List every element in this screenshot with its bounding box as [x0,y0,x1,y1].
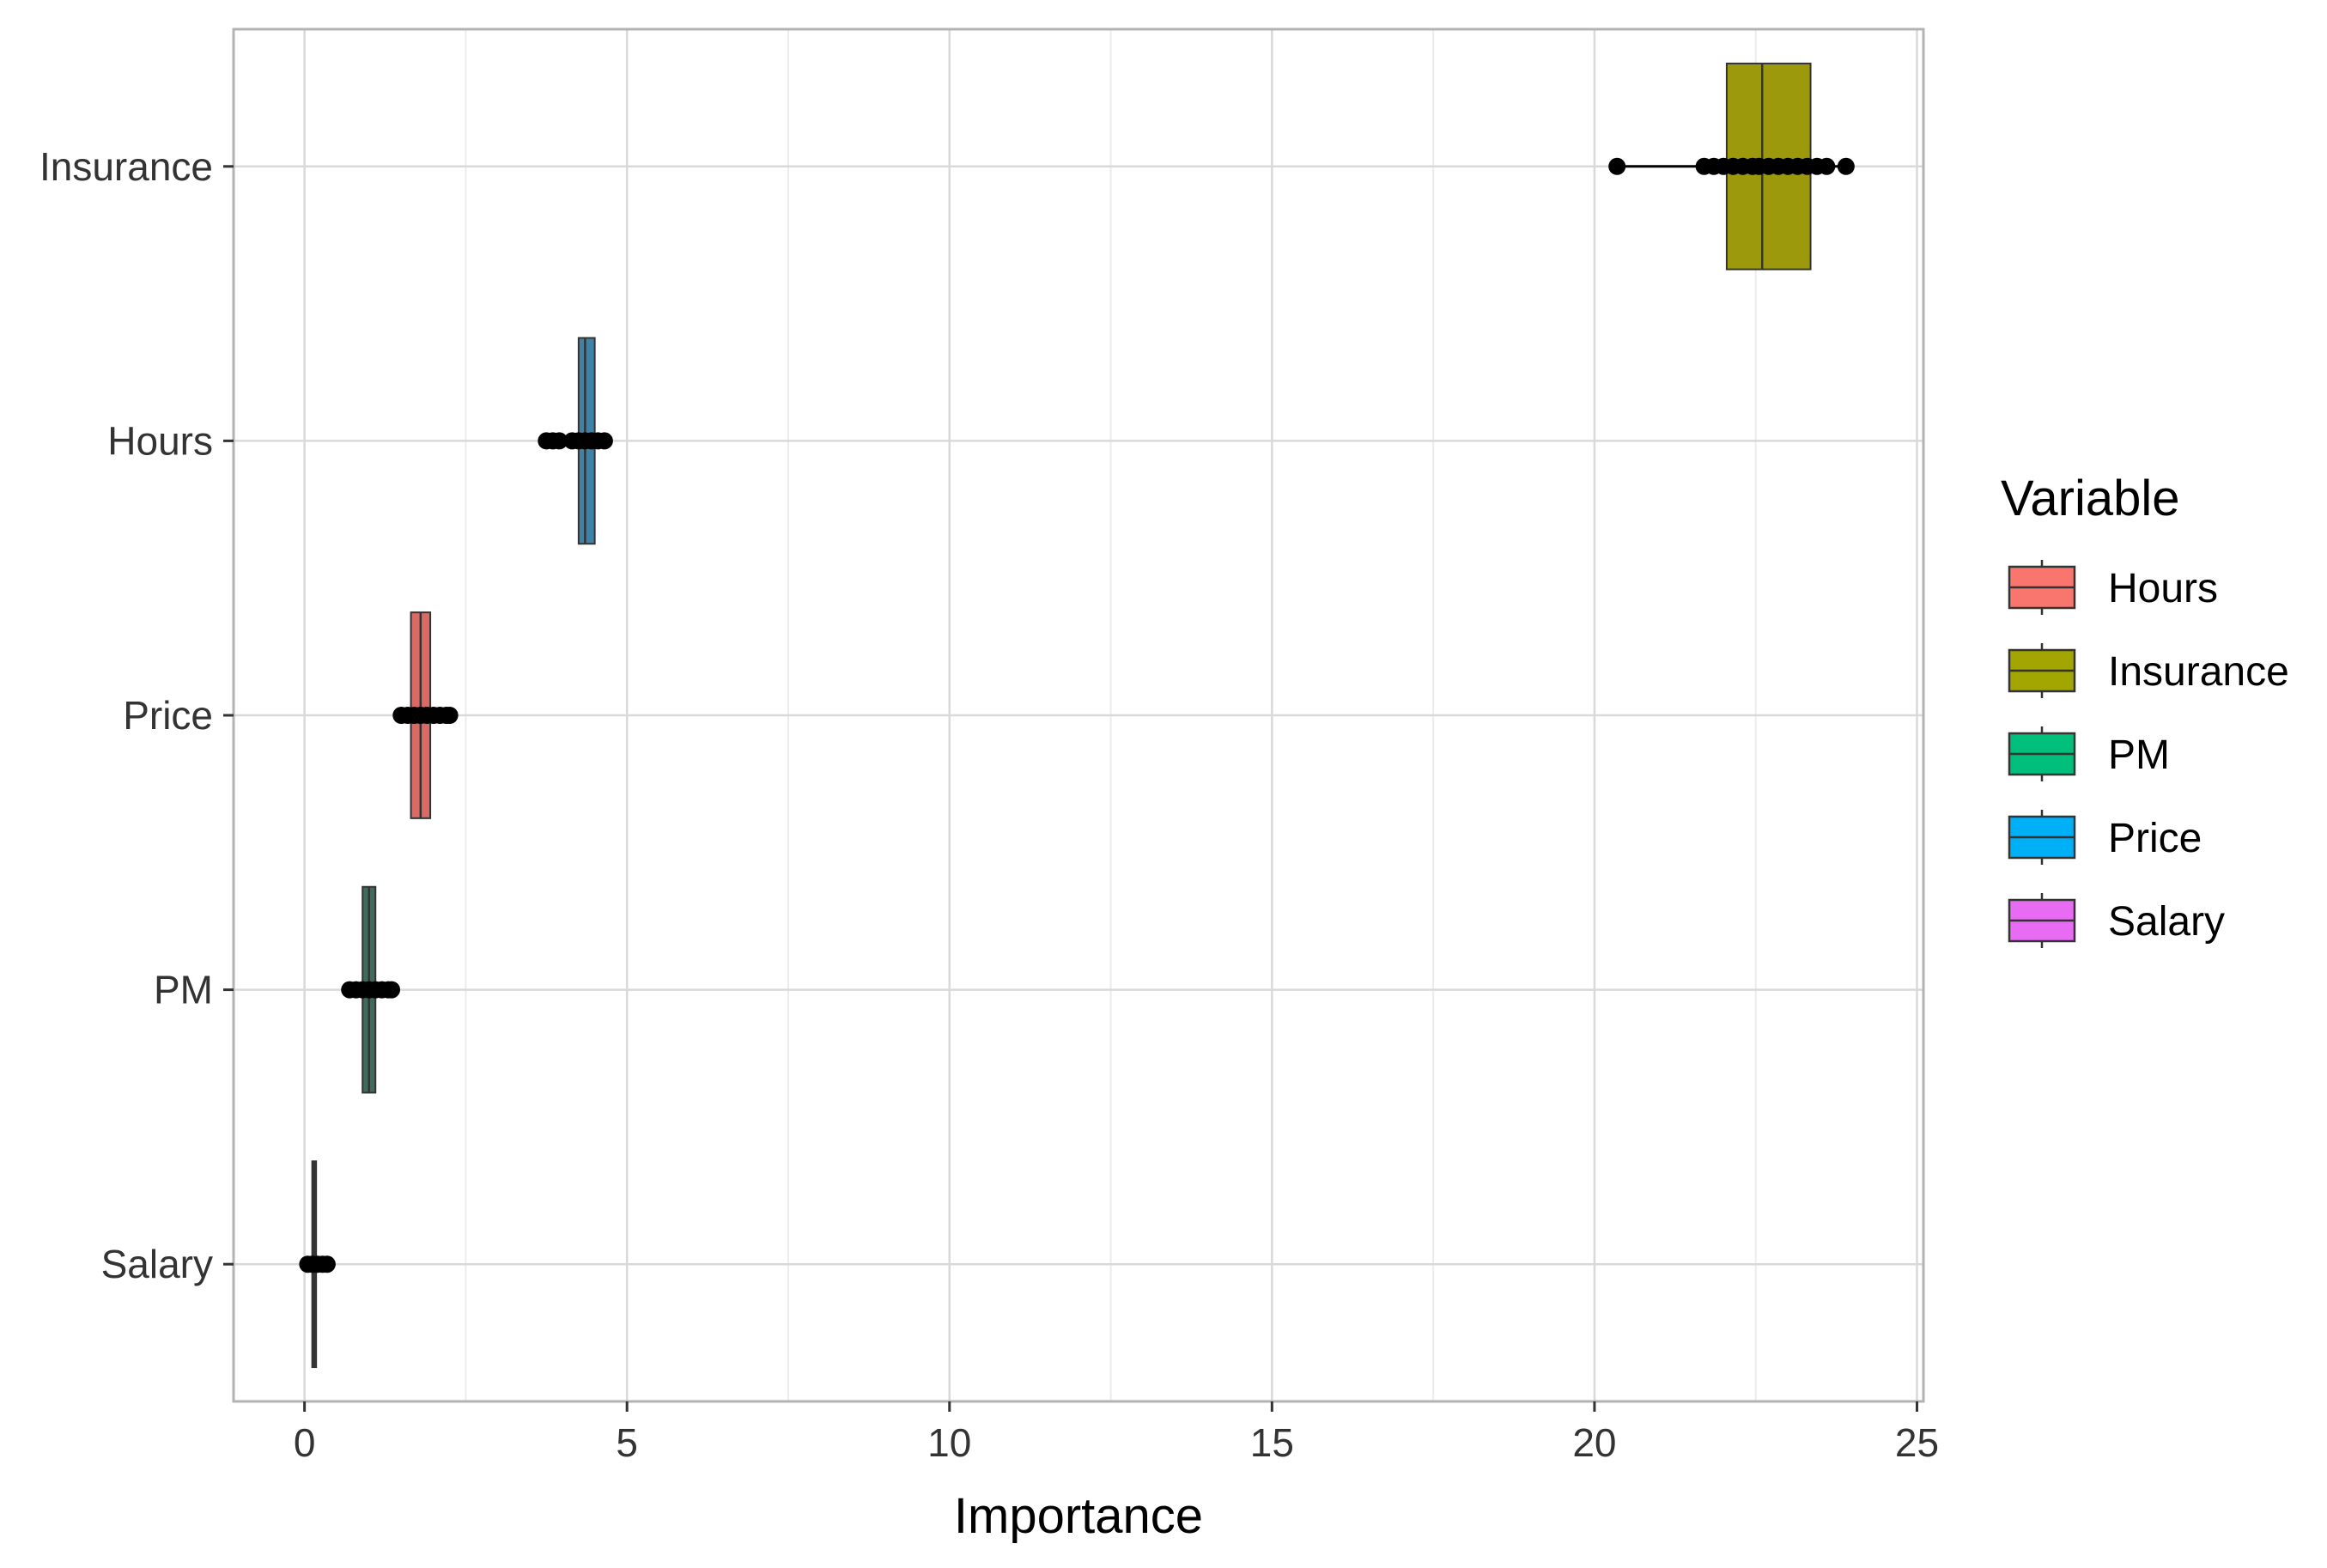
legend-item-pm: PM [2008,726,2170,781]
x-axis-title: Importance [954,1488,1203,1544]
legend-title: Variable [2001,471,2180,526]
legend-label-hours: Hours [2108,566,2218,611]
box-pm [341,885,401,1094]
legend-item-insurance: Insurance [2008,643,2289,698]
x-tick-label: 0 [294,1420,316,1465]
point-salary [318,1255,336,1273]
legend-label-salary: Salary [2108,899,2225,945]
legend: Variable Hours Insurance PM Price Salary [2001,471,2289,948]
legend-label-price: Price [2108,816,2202,861]
point-price [440,707,459,724]
axis-layer: Insurance Hours Price PM Salary 0 5 10 15 20 25 [39,144,1939,1465]
y-tick-label: Insurance [39,144,213,189]
x-tick-label: 10 [927,1420,971,1465]
point-insurance [1837,157,1855,175]
x-tick-label: 15 [1250,1420,1294,1465]
box-hours [538,337,613,545]
legend-label-insurance: Insurance [2108,649,2289,695]
point-insurance [1818,157,1836,175]
point-pm [383,981,401,999]
y-tick-label: Price [123,693,213,738]
box-salary [299,1160,336,1369]
point-hours [595,432,613,450]
box-layer [299,62,1855,1369]
legend-item-salary: Salary [2008,893,2225,948]
y-tick-label: PM [154,968,213,1012]
legend-item-price: Price [2008,810,2202,865]
x-tick-label: 25 [1895,1420,1939,1465]
y-tick-label: Hours [107,418,213,463]
box-price [392,611,459,819]
grid-lines [234,29,1923,1401]
legend-item-hours: Hours [2008,560,2218,615]
point-insurance [1608,157,1626,175]
legend-label-pm: PM [2108,732,2170,778]
point-hours [550,432,568,450]
x-tick-label: 20 [1572,1420,1616,1465]
box-insurance [1608,62,1855,270]
x-tick-label: 5 [616,1420,638,1465]
y-tick-label: Salary [101,1242,213,1286]
